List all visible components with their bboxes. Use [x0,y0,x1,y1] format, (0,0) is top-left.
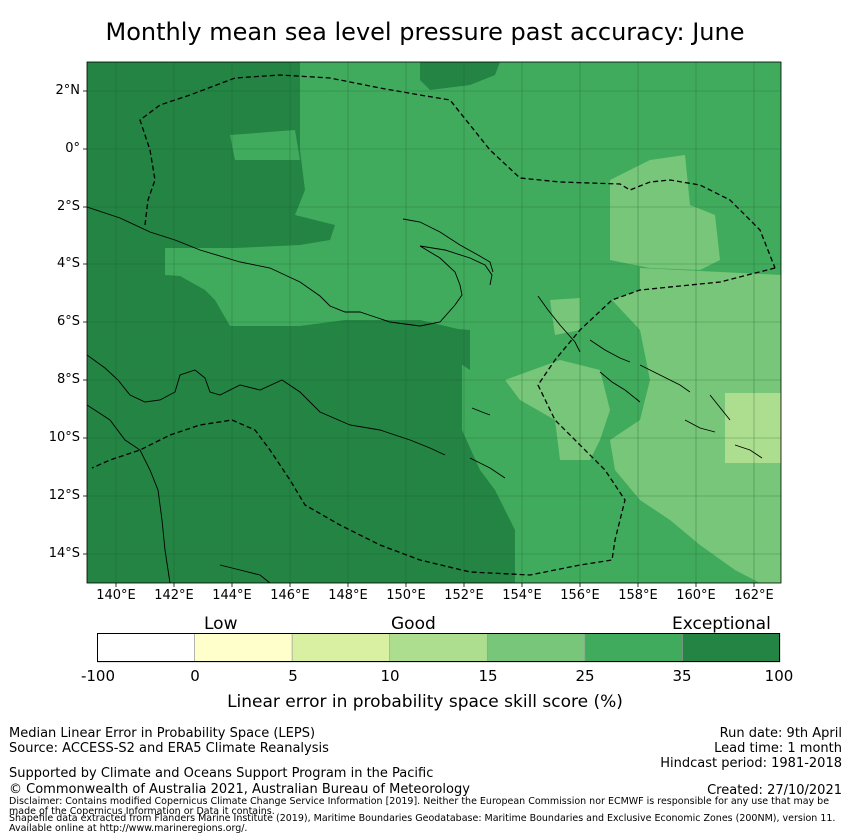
colorbar-swatch [682,633,781,663]
colorbar-label: Linear error in probability space skill … [227,692,623,712]
lon-label: 158°E [618,588,658,603]
lat-label: 4°S [56,256,80,271]
lon-label: 152°E [444,588,484,603]
colorbar-tick: 100 [764,667,794,685]
gridlines [87,62,781,583]
run-date: Run date: 9th April [719,726,842,741]
map-frame [86,61,782,584]
disclaimer: Disclaimer: Contains modified Copernicus… [9,796,830,817]
colorbar-tick: 0 [190,667,200,685]
colorbar-swatch [194,633,293,663]
lon-label: 142°E [154,588,194,603]
skill-region-light-east [610,155,720,270]
lat-label: 8°S [56,372,80,387]
hindcast-period: Hindcast period: 1981-2018 [660,756,842,771]
lon-label: 154°E [502,588,542,603]
lat-label: 2°S [56,199,80,214]
footer-support: Supported by Climate and Oceans Support … [9,766,434,781]
skill-region-medium-west [230,130,300,160]
category-exceptional: Exceptional [672,614,771,634]
skill-region-medium-north [305,85,400,145]
lon-label: 160°E [676,588,716,603]
shapefile-credit: Shapefile data extracted from Flanders M… [9,813,836,834]
colorbar-tick: 5 [288,667,298,685]
skill-region-light-bougainville [550,298,580,335]
colorbar-swatch [584,633,683,663]
created-date: Created: 27/10/2021 [707,783,842,798]
footer-copyright: © Commonwealth of Australia 2021, Austra… [9,782,470,797]
colorbar-swatch [97,633,195,663]
eez-boundaries [91,74,776,576]
skill-region-light-solomon [505,360,610,460]
colorbar-tick: 35 [672,667,692,685]
lat-label: 10°S [48,430,80,445]
colorbar-tick: 10 [380,667,400,685]
colorbar-tick: 15 [478,667,498,685]
colorbar-tick: 25 [575,667,595,685]
lon-label: 150°E [386,588,426,603]
lon-label: 146°E [270,588,310,603]
skill-region-lighter [725,393,781,463]
coastlines [87,206,763,583]
colorbar-tick: -100 [80,667,116,685]
skill-map [83,61,782,587]
lat-label: 12°S [48,488,80,503]
footer-source: Source: ACCESS-S2 and ERA5 Climate Reana… [9,741,329,756]
skill-region-dark-north [420,62,500,90]
lat-label: 2°N [55,83,81,98]
lon-label: 156°E [560,588,600,603]
footer-method: Median Linear Error in Probability Space… [9,726,316,741]
lon-label: 140°E [96,588,136,603]
category-good: Good [391,614,436,634]
colorbar-frame [97,633,780,662]
skill-field [87,62,781,583]
colorbar-swatches [97,633,781,663]
lat-label: 14°S [48,546,80,561]
colorbar-swatch [486,633,586,663]
category-low: Low [204,614,238,634]
lon-label: 144°E [212,588,252,603]
lat-label: 0° [65,141,80,156]
axis-ticks [83,90,755,587]
map-title: Monthly mean sea level pressure past acc… [105,18,745,46]
lon-label: 162°E [734,588,774,603]
skill-region-dark-papua [350,320,470,370]
lon-label: 148°E [328,588,368,603]
colorbar [97,633,781,663]
lat-label: 6°S [56,314,80,329]
lead-time: Lead time: 1 month [714,741,842,756]
colorbar-swatch [291,633,391,663]
colorbar-swatch [389,633,488,663]
